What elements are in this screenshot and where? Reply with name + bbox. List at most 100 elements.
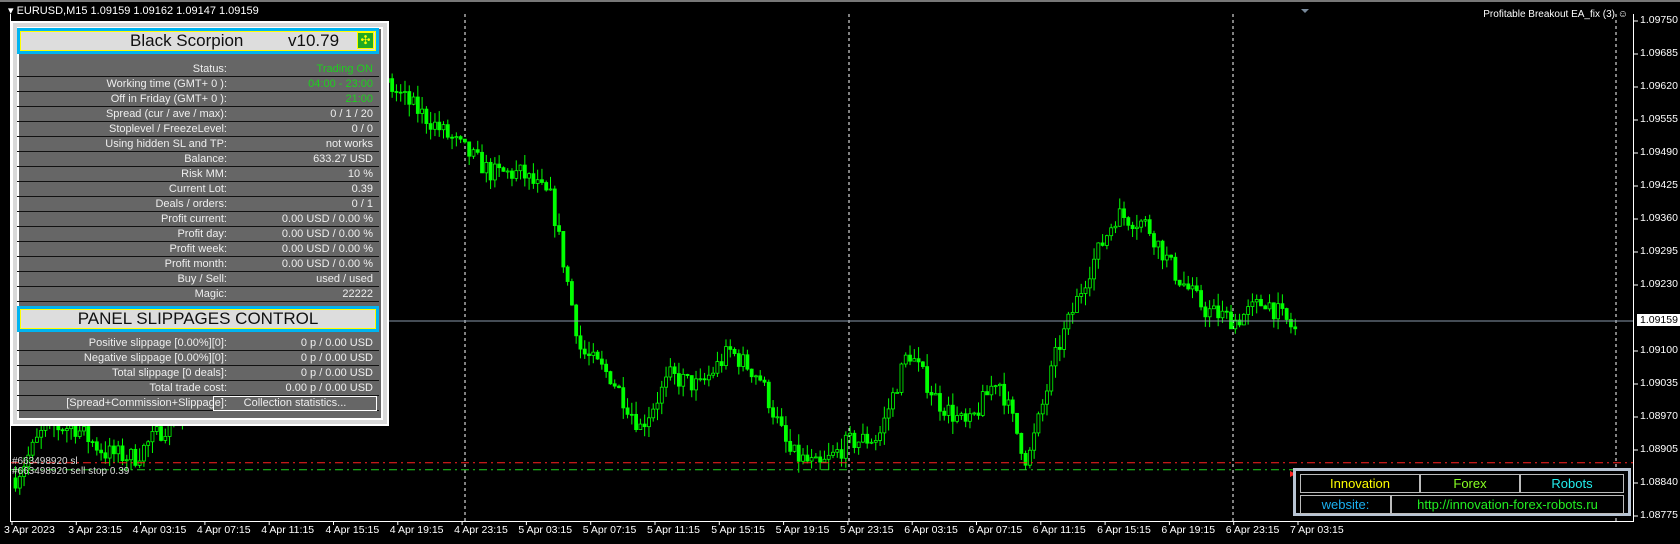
- candle-body: [1032, 432, 1037, 451]
- candle-body: [612, 383, 617, 387]
- candle-body: [1203, 306, 1208, 318]
- candle-body: [103, 452, 108, 459]
- candle-body: [899, 363, 904, 393]
- candle-body: [548, 188, 553, 191]
- candle-body: [1062, 328, 1066, 350]
- row-value: 0 p / 0.00 USD: [300, 352, 373, 364]
- symbol-info[interactable]: ▾ EURUSD,M15 1.09159 1.09162 1.09147 1.0…: [8, 4, 259, 17]
- candle-body: [441, 124, 446, 131]
- sell-stop-order-label: #663498920 sell stop 0.39: [12, 466, 130, 477]
- banner-innovation: Innovation: [1300, 474, 1420, 493]
- candle-body: [82, 426, 86, 432]
- candle-body: [1002, 383, 1007, 406]
- candle-body: [471, 149, 476, 157]
- candle-body: [428, 123, 433, 130]
- candle-body: [150, 431, 155, 443]
- price-tick: 1.09555: [1640, 113, 1678, 125]
- candle-body: [94, 441, 99, 451]
- expert-advisor-label[interactable]: Profitable Breakout EA_fix (3) ☺: [1483, 9, 1628, 20]
- candle-body: [437, 121, 442, 131]
- candle-body: [1006, 399, 1011, 406]
- time-tick: 5 Apr 15:15: [711, 524, 766, 536]
- candle-body: [813, 456, 818, 459]
- candle-body: [839, 449, 844, 459]
- time-tick: 6 Apr 23:15: [1225, 524, 1280, 536]
- candle-body: [1040, 403, 1045, 415]
- collection-statistics-button[interactable]: Collection statistics...: [213, 396, 377, 411]
- candle-body: [1143, 219, 1148, 222]
- panel-row: Profit day: 0.00 USD / 0.00 %: [17, 227, 379, 242]
- candle-body: [1259, 299, 1263, 307]
- row-label: Risk MM:: [181, 168, 227, 180]
- candle-body: [163, 436, 168, 441]
- candle-body: [925, 366, 930, 393]
- panel-row: Risk MM: 10 %: [17, 167, 379, 182]
- price-tick: 1.09685: [1640, 47, 1678, 59]
- candle-body: [938, 393, 942, 412]
- row-label: Using hidden SL and TP:: [105, 138, 227, 150]
- candle-body: [531, 173, 536, 184]
- row-label: Profit month:: [164, 258, 227, 270]
- row-value: 633.27 USD: [313, 153, 373, 165]
- candle-body: [689, 375, 694, 391]
- candle-body: [1160, 240, 1165, 261]
- candle-body: [467, 141, 472, 157]
- panel-row: Deals / orders: 0 / 1: [17, 197, 379, 212]
- time-tick: 5 Apr 11:15: [647, 524, 700, 536]
- time-tick: 5 Apr 23:15: [839, 524, 894, 536]
- dropdown-arrow-icon[interactable]: ▾: [8, 5, 17, 17]
- candle-body: [501, 167, 506, 172]
- current-price-tag: 1.09159: [1637, 314, 1680, 327]
- panel-title-bar: Black Scorpion v10.79 ✣: [17, 28, 379, 54]
- candle-body: [424, 108, 429, 124]
- panel-row: Status: Trading ON: [17, 62, 379, 77]
- row-label: Magic:: [194, 288, 227, 300]
- candle-body: [1070, 312, 1075, 315]
- row-label: Stoplevel / FreezeLevel:: [108, 123, 227, 135]
- candle-body: [146, 441, 151, 446]
- candle-body: [1122, 208, 1126, 218]
- candle-body: [796, 444, 801, 462]
- candle-body: [903, 354, 908, 365]
- candle-body: [664, 376, 668, 388]
- candle-body: [1220, 310, 1225, 319]
- candle-body: [1293, 326, 1298, 330]
- candle-body: [403, 91, 407, 93]
- candle-body: [771, 407, 775, 418]
- candle-body: [754, 375, 758, 378]
- candle-body: [779, 416, 784, 426]
- candle-body: [411, 96, 416, 105]
- row-label: Profit week:: [169, 243, 227, 255]
- candle-body: [514, 170, 519, 179]
- row-value: 10 %: [347, 168, 373, 180]
- candle-body: [1284, 308, 1289, 320]
- candle-body: [1015, 412, 1019, 434]
- time-tick: 4 Apr 03:15: [132, 524, 187, 536]
- candle-body: [861, 433, 865, 443]
- candle-body: [505, 170, 510, 173]
- candle-body: [112, 445, 116, 455]
- candle-body: [942, 410, 947, 416]
- candle-body: [60, 429, 65, 432]
- row-value: 0.00 p / 0.00 USD: [285, 382, 373, 394]
- candle-body: [561, 231, 566, 268]
- candle-body: [621, 387, 626, 409]
- candle-body: [651, 408, 656, 419]
- row-label: Buy / Sell:: [177, 273, 227, 285]
- slippage-row: [Spread+Commission+Slippage]: Collection …: [17, 396, 379, 411]
- banner-website-link[interactable]: http://innovation-forex-robots.ru: [1391, 495, 1624, 514]
- candle-body: [595, 351, 600, 360]
- candle-body: [1177, 279, 1182, 286]
- candle-body: [159, 426, 163, 441]
- candle-body: [955, 415, 959, 422]
- candle-body: [1276, 303, 1280, 320]
- candle-body: [749, 368, 754, 378]
- candle-body: [1169, 254, 1173, 258]
- settings-crosshair-icon[interactable]: ✣: [357, 32, 374, 49]
- candle-body: [574, 304, 579, 337]
- candle-body: [129, 448, 133, 461]
- candle-body: [433, 121, 437, 130]
- row-value: 0.00 USD / 0.00 %: [281, 228, 373, 240]
- panel-row: Off in Friday (GMT+ 0 ): 21:00: [17, 92, 379, 107]
- candle-body: [22, 466, 26, 477]
